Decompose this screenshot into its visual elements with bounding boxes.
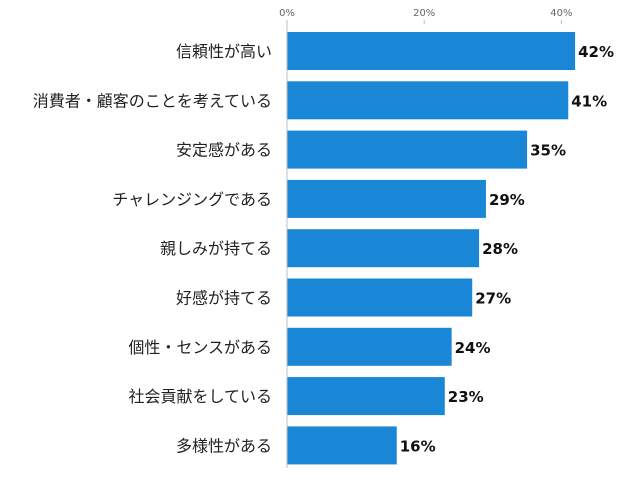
- bar: [287, 327, 452, 366]
- x-tick-label: 0%: [279, 8, 295, 19]
- bar: [287, 130, 528, 169]
- x-tick-label: 20%: [413, 8, 435, 19]
- value-label: 24%: [455, 339, 491, 357]
- value-label: 28%: [482, 240, 518, 258]
- bar: [287, 81, 569, 120]
- value-label: 29%: [489, 191, 525, 209]
- bar: [287, 229, 480, 268]
- bar: [287, 32, 576, 70]
- value-label: 23%: [448, 388, 484, 406]
- category-label: 好感が持てる: [176, 289, 272, 308]
- category-label: 信頼性が高い: [176, 42, 272, 61]
- bar: [287, 179, 486, 218]
- category-label: 親しみが持てる: [160, 239, 272, 258]
- value-label: 35%: [530, 142, 566, 160]
- category-label: 多様性がある: [176, 436, 272, 455]
- category-label: 社会貢献をしている: [128, 387, 272, 406]
- x-tick-label: 40%: [550, 8, 572, 19]
- category-labels: 信頼性が高い消費者・顧客のことを考えている安定感があるチャレンジングである親しみ…: [33, 42, 272, 455]
- x-axis-ticks: 0% 20% 40%: [279, 8, 573, 24]
- category-label: チャレンジングである: [112, 190, 272, 209]
- value-label: 41%: [571, 92, 607, 110]
- value-labels: 42% 41% 35% 29% 28% 27% 24% 23% 16%: [400, 43, 614, 455]
- bars-group: [287, 32, 576, 465]
- bar: [287, 377, 445, 416]
- value-label: 16%: [400, 437, 436, 455]
- value-label: 27%: [475, 290, 511, 308]
- bar: [287, 426, 397, 465]
- category-label: 個性・センスがある: [128, 338, 272, 357]
- value-label: 42%: [578, 43, 614, 61]
- category-label: 消費者・顧客のことを考えている: [33, 91, 272, 110]
- category-label: 安定感がある: [176, 141, 272, 160]
- bar: [287, 278, 473, 317]
